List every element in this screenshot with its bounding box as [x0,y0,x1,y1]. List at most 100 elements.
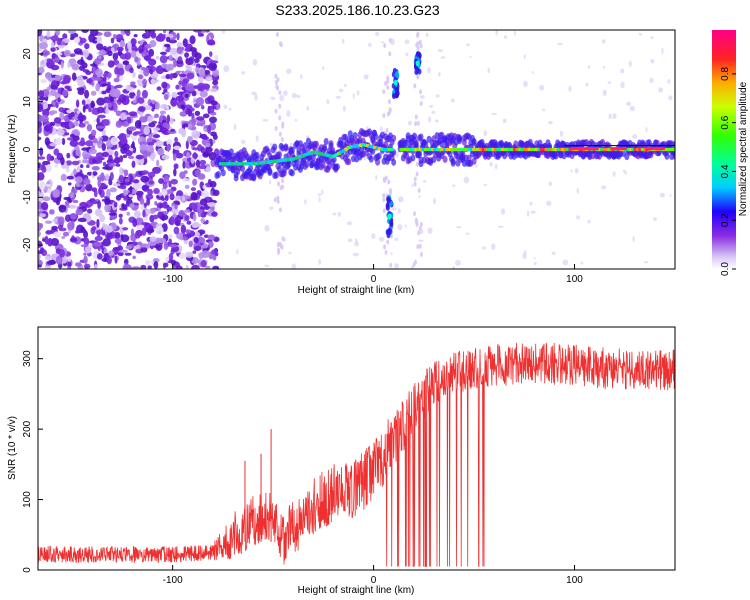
noise-speckle [435,94,440,98]
noise-speckle [131,266,141,269]
noise-speckle [658,87,664,93]
noise-speckle [158,192,163,197]
streak-speckle [383,42,387,48]
noise-speckle [94,58,102,65]
noise-speckle [108,154,113,163]
noise-speckle [172,265,177,269]
noise-speckle [75,148,81,157]
noise-speckle [113,103,118,113]
noise-speckle [153,260,159,269]
noise-speckle [397,208,401,214]
noise-speckle [576,187,580,194]
noise-speckle [483,130,488,137]
noise-speckle [56,52,63,56]
noise-speckle [602,65,606,69]
noise-speckle [168,39,178,44]
ridge-halo [320,161,326,169]
noise-speckle [83,252,87,256]
noise-speckle [136,89,141,98]
noise-speckle [44,137,50,146]
noise-speckle [92,137,98,144]
noise-speckle [158,115,164,123]
ridge-halo [322,144,328,152]
noise-speckle [576,215,581,220]
noise-speckle [147,115,153,123]
noise-speckle [185,229,192,234]
noise-speckle [317,193,322,197]
streak-speckle [273,197,277,203]
noise-speckle [612,171,616,177]
spectral-blob-core [415,60,420,67]
noise-speckle [531,70,534,74]
noise-speckle [497,225,504,228]
noise-speckle [115,163,121,167]
x-tick-label: -100 [163,575,183,586]
noise-speckle [155,140,164,147]
noise-speckle [202,184,207,190]
noise-speckle [112,137,118,143]
noise-speckle [38,264,42,268]
noise-speckle [187,136,193,143]
ridge-halo [471,137,477,145]
noise-speckle [551,251,556,255]
noise-speckle [97,179,102,188]
noise-speckle [102,166,109,170]
noise-speckle [160,197,166,201]
noise-speckle [104,197,111,205]
noise-speckle [50,35,59,42]
noise-speckle [57,97,61,103]
noise-speckle [75,176,83,184]
ridge-halo [323,138,329,146]
noise-speckle [55,102,59,109]
streak-speckle [415,161,419,167]
noise-speckle [288,251,292,255]
noise-speckle [102,222,106,231]
noise-speckle [118,174,125,183]
noise-speckle [57,223,63,230]
ridge-halo [412,132,418,140]
noise-speckle [69,191,75,199]
ridge-halo [352,132,358,140]
noise-speckle [147,171,156,178]
ridge-halo [301,156,307,164]
noise-speckle [207,234,216,240]
noise-speckle [82,178,91,186]
noise-speckle [201,136,209,140]
noise-speckle [438,72,441,77]
ridge-halo [450,157,456,165]
noise-speckle [64,132,70,136]
noise-speckle [95,68,103,77]
noise-speckle [196,122,203,126]
noise-speckle [286,110,291,117]
noise-speckle [502,118,507,124]
noise-speckle [42,103,49,110]
noise-speckle [120,234,130,243]
noise-speckle [122,154,128,159]
noise-speckle [208,62,217,72]
noise-speckle [71,63,80,71]
noise-speckle [124,252,132,256]
noise-speckle [320,189,324,196]
noise-speckle [96,218,100,228]
noise-speckle [102,161,107,167]
streak-speckle [416,74,420,80]
ridge-halo [513,140,519,148]
noise-speckle [118,213,123,218]
noise-speckle [108,212,118,216]
noise-speckle [174,204,178,210]
ridge-core [671,147,675,152]
streak-speckle [416,41,420,47]
noise-speckle [185,264,189,269]
noise-speckle [487,67,491,74]
streak-speckle [414,217,418,223]
noise-speckle [38,253,41,260]
noise-speckle [38,250,44,254]
noise-speckle [188,240,193,248]
noise-speckle [163,183,168,189]
noise-speckle [85,164,90,169]
noise-speckle [629,105,635,112]
colorbar-tick-label: 0.8 [720,67,731,81]
y-tick-label: -10 [22,190,33,205]
noise-speckle [131,160,136,168]
colorbar-gradient [712,30,736,269]
